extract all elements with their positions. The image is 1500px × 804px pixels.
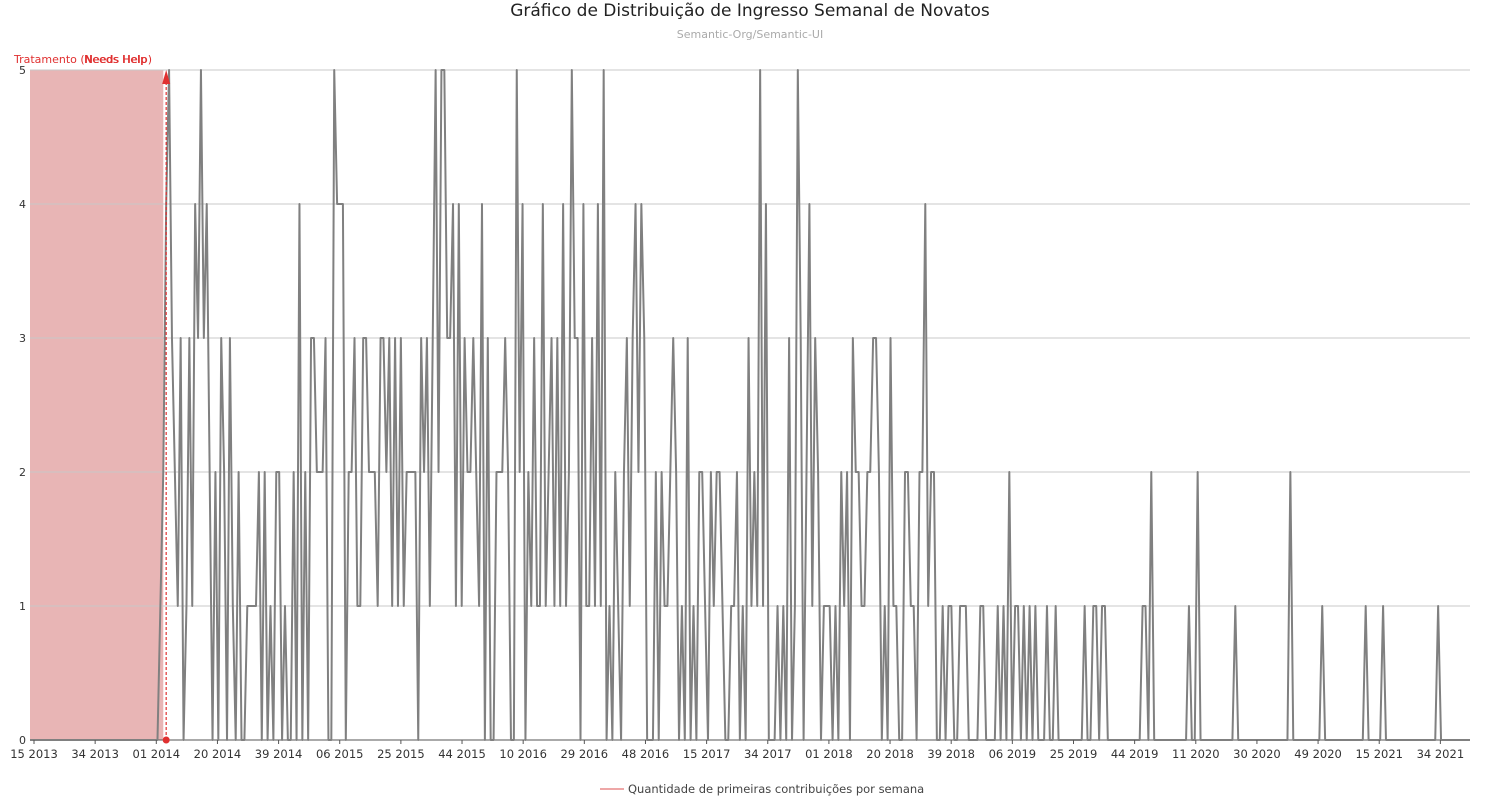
annotation-layer: Tratamento (Needs Help)Needs Help: [13, 53, 171, 744]
x-tick-label: 10 2016: [499, 747, 547, 761]
annotation-label: Tratamento (Needs Help): [13, 53, 152, 66]
x-tick-label: 39 2014: [255, 747, 303, 761]
axis-layer: 0 1 2 3 4 5 15 2013 34 2013 01 2014 20 2014 39 201…: [10, 64, 1464, 761]
chart-subtitle: Semantic-Org/Semantic-UI: [677, 28, 823, 41]
x-tick-label: 01 2018: [805, 747, 853, 761]
annotation-arrowhead: [162, 70, 171, 84]
x-tick-label: 20 2018: [866, 747, 914, 761]
x-tick-label: 30 2020: [1233, 747, 1281, 761]
annotation-dot: [162, 736, 170, 744]
x-tick-label: 15 2017: [683, 747, 731, 761]
y-tick-label: 1: [19, 600, 26, 613]
x-tick-label: 29 2016: [561, 747, 609, 761]
x-tick-label: 34 2013: [71, 747, 119, 761]
y-tick-label: 5: [19, 64, 26, 77]
legend[interactable]: Quantidade de primeiras contribuições po…: [600, 782, 924, 796]
series-layer: [30, 69, 1470, 741]
x-tick-label: 44 2019: [1111, 747, 1159, 761]
x-tick-label: 01 2014: [133, 747, 181, 761]
x-tick-label: 44 2015: [438, 747, 486, 761]
shaded-period-region: [30, 70, 164, 740]
x-tick-label: 20 2014: [194, 747, 242, 761]
chart-title: Gráfico de Distribuição de Ingresso Sema…: [510, 1, 990, 21]
x-tick-label: 25 2019: [1050, 747, 1098, 761]
x-tick-label: 25 2015: [377, 747, 425, 761]
legend-label: Quantidade de primeiras contribuições po…: [628, 782, 924, 796]
x-tick-label: 39 2018: [927, 747, 975, 761]
x-tick-label: 15 2021: [1355, 747, 1403, 761]
y-tick-label: 3: [19, 332, 26, 345]
annotation-label-overlap: Needs Help: [84, 53, 147, 66]
x-tick-label: 49 2020: [1294, 747, 1342, 761]
x-tick-label: 48 2016: [622, 747, 670, 761]
x-tick-label: 34 2017: [744, 747, 792, 761]
x-tick-label: 34 2021: [1417, 747, 1465, 761]
x-tick-label: 15 2013: [10, 747, 58, 761]
y-tick-label: 0: [19, 734, 26, 747]
x-tick-label: 06 2019: [989, 747, 1037, 761]
y-tick-label: 2: [19, 466, 26, 479]
shaded-region-layer: [30, 70, 164, 740]
x-tick-label: 06 2015: [316, 747, 364, 761]
series-line: [30, 69, 1470, 741]
x-tick-label: 11 2020: [1172, 747, 1220, 761]
y-tick-label: 4: [19, 198, 26, 211]
